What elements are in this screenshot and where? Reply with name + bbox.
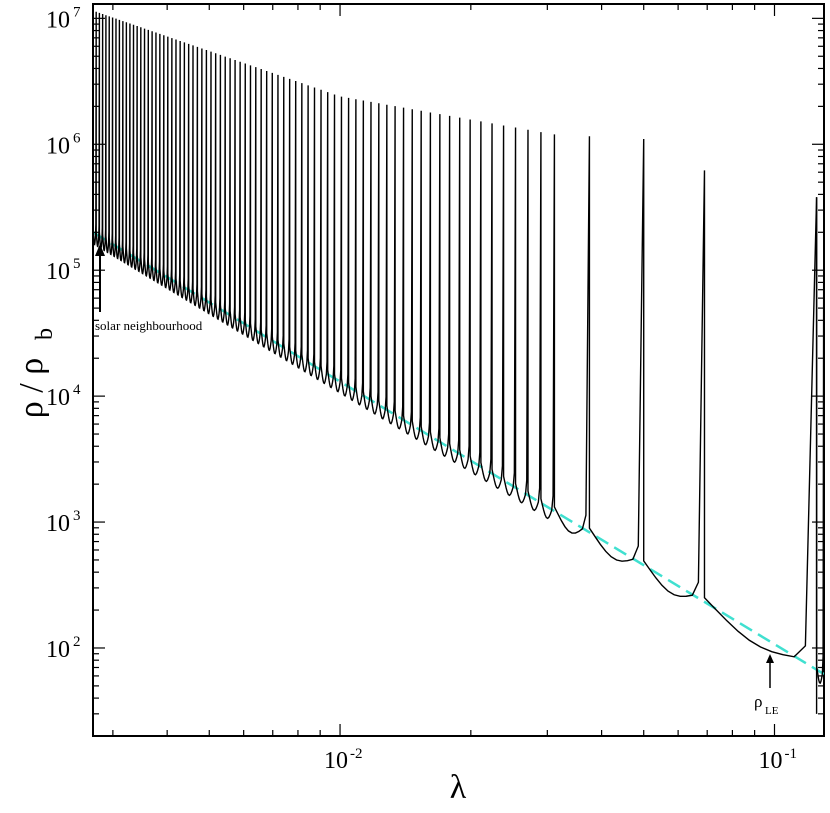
x-tick-exp: -1 <box>784 746 797 762</box>
x-tick-base: 10 <box>324 748 348 774</box>
y-tick-exp: 4 <box>73 382 81 398</box>
y-tick-label: 10 5 <box>46 256 81 285</box>
solar-neighbourhood-label: solar neighbourhood <box>95 318 203 333</box>
density-curve <box>93 11 824 685</box>
y-tick-base: 10 <box>46 7 70 33</box>
reference-line <box>93 231 824 676</box>
annotation-solar-neighbourhood: solar neighbourhood <box>95 244 203 333</box>
y-axis-label-sub: b <box>32 328 58 340</box>
x-tick-base: 10 <box>758 748 782 774</box>
plot-area: 10 210 310 410 510 610 710 -2 10 -1 <box>46 3 825 774</box>
y-tick-exp: 5 <box>73 256 81 272</box>
annotation-rho-le: ρ LE <box>754 654 779 717</box>
solar-arrow-head <box>95 244 105 256</box>
x-axis-label: λ <box>450 769 467 806</box>
y-tick-label: 10 7 <box>46 4 81 33</box>
y-tick-exp: 6 <box>73 130 81 146</box>
y-tick-exp: 3 <box>73 508 81 524</box>
y-axis-label-main: ρ / ρ <box>13 358 50 418</box>
tick-layer: 10 210 310 410 510 610 710 -2 10 -1 <box>46 4 824 774</box>
x-tick-label: 10 -1 <box>758 746 797 774</box>
y-tick-base: 10 <box>46 259 70 285</box>
y-tick-label: 10 6 <box>46 130 81 159</box>
y-tick-base: 10 <box>46 637 70 663</box>
series-layer <box>93 11 824 714</box>
rho-le-sub: LE <box>765 705 779 717</box>
x-tick-label: 10 -2 <box>324 746 363 774</box>
y-tick-label: 10 2 <box>46 634 81 663</box>
rho-le-label: ρ <box>754 692 762 711</box>
y-tick-exp: 2 <box>73 634 81 650</box>
y-axis-label: ρ / ρ b <box>13 328 58 418</box>
y-tick-base: 10 <box>46 385 70 411</box>
y-tick-label: 10 3 <box>46 508 81 537</box>
x-tick-exp: -2 <box>350 746 363 762</box>
y-tick-label: 10 4 <box>46 382 81 411</box>
y-tick-base: 10 <box>46 133 70 159</box>
rho-le-arrow-head <box>766 654 774 663</box>
y-tick-base: 10 <box>46 511 70 537</box>
y-tick-exp: 7 <box>73 4 81 20</box>
